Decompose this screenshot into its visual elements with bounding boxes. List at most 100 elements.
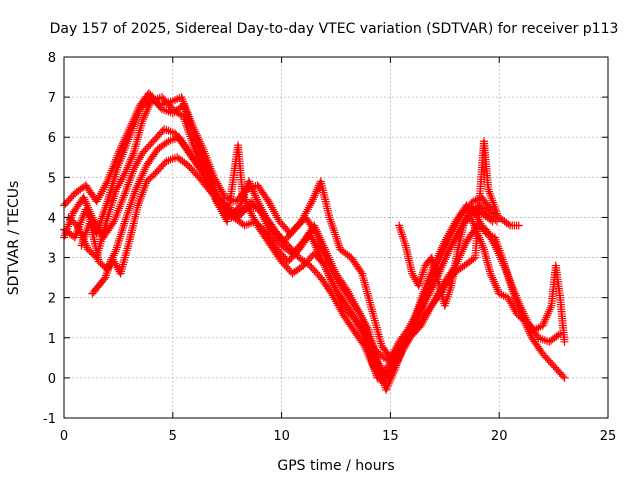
data-point: [305, 201, 314, 210]
data-point: [127, 121, 136, 130]
data-point: [546, 303, 555, 312]
x-tick-label: 20: [491, 429, 508, 444]
data-point: [79, 235, 88, 244]
data-point: [332, 297, 340, 306]
data-point: [92, 197, 101, 206]
data-point: [503, 293, 512, 302]
data-point: [421, 313, 430, 322]
data-point: [403, 333, 412, 342]
data-point: [438, 261, 447, 270]
data-point: [196, 157, 204, 166]
data-point: [421, 297, 430, 306]
data-point: [112, 261, 121, 270]
data-point: [422, 311, 431, 320]
data-point: [356, 267, 365, 276]
data-point: [488, 273, 497, 282]
data-point: [216, 205, 225, 214]
data-point: [542, 313, 551, 322]
data-point: [92, 221, 101, 230]
data-point: [246, 207, 255, 216]
data-point: [441, 253, 450, 262]
data-point: [210, 173, 219, 182]
data-point: [259, 207, 268, 216]
data-point: [135, 155, 144, 164]
data-point: [96, 189, 105, 198]
data-point: [132, 159, 141, 168]
y-tick-label: -1: [43, 412, 56, 427]
data-point: [456, 225, 465, 234]
data-point: [495, 251, 504, 260]
data-point: [123, 163, 132, 172]
data-point: [329, 224, 338, 233]
data-point: [212, 197, 221, 206]
data-point: [538, 321, 547, 330]
data-point: [243, 201, 252, 210]
data-point: [244, 203, 253, 212]
data-point: [326, 217, 335, 226]
x-tick-label: 10: [273, 429, 290, 444]
data-point: [244, 177, 253, 186]
data-point: [424, 307, 433, 316]
data-point: [328, 277, 337, 286]
data-point: [140, 165, 149, 174]
data-point: [251, 193, 260, 202]
series-trace-7: [64, 93, 497, 382]
data-point: [133, 157, 142, 166]
data-point: [116, 232, 125, 241]
data-point: [420, 299, 429, 308]
data-point: [245, 205, 254, 214]
data-point: [482, 225, 491, 234]
data-point: [198, 143, 207, 152]
data-point: [450, 235, 459, 244]
data-point: [128, 117, 137, 126]
data-point: [423, 293, 432, 302]
data-point: [329, 226, 338, 235]
data-point: [248, 211, 257, 220]
data-point: [134, 105, 143, 114]
data-point: [128, 151, 137, 160]
data-point: [416, 321, 425, 330]
data-point: [412, 313, 421, 322]
data-point: [129, 115, 138, 124]
data-point: [118, 226, 127, 235]
data-point: [490, 241, 499, 250]
data-point: [111, 259, 120, 268]
y-tick-label: 7: [48, 91, 56, 106]
data-point: [90, 217, 99, 226]
data-point: [139, 115, 148, 124]
data-point: [313, 185, 322, 194]
data-point: [417, 319, 426, 328]
data-point: [440, 257, 449, 266]
data-point: [472, 227, 481, 236]
data-point: [266, 201, 275, 210]
data-point: [309, 193, 318, 202]
data-point: [406, 327, 415, 336]
data-point: [123, 208, 132, 217]
data-point: [434, 269, 443, 278]
data-point: [120, 135, 129, 144]
data-point: [219, 211, 228, 220]
data-point: [82, 199, 91, 208]
data-point: [121, 167, 130, 176]
data-point: [539, 319, 548, 328]
data-point: [139, 169, 148, 178]
data-point: [131, 161, 140, 170]
data-point: [382, 385, 391, 394]
data-point: [443, 249, 452, 258]
data-point: [311, 241, 320, 250]
x-tick-label: 0: [60, 429, 68, 444]
data-point: [470, 223, 479, 232]
data-point: [321, 261, 330, 270]
data-point: [411, 315, 420, 324]
data-point: [510, 305, 519, 314]
data-point: [133, 181, 142, 190]
data-point: [218, 209, 227, 218]
data-point: [468, 217, 477, 226]
data-point: [440, 255, 449, 264]
data-point: [310, 191, 319, 200]
data-point: [493, 209, 502, 218]
data-point: [471, 225, 480, 234]
data-point: [496, 253, 505, 262]
data-point: [117, 143, 126, 152]
data-point: [91, 219, 100, 228]
